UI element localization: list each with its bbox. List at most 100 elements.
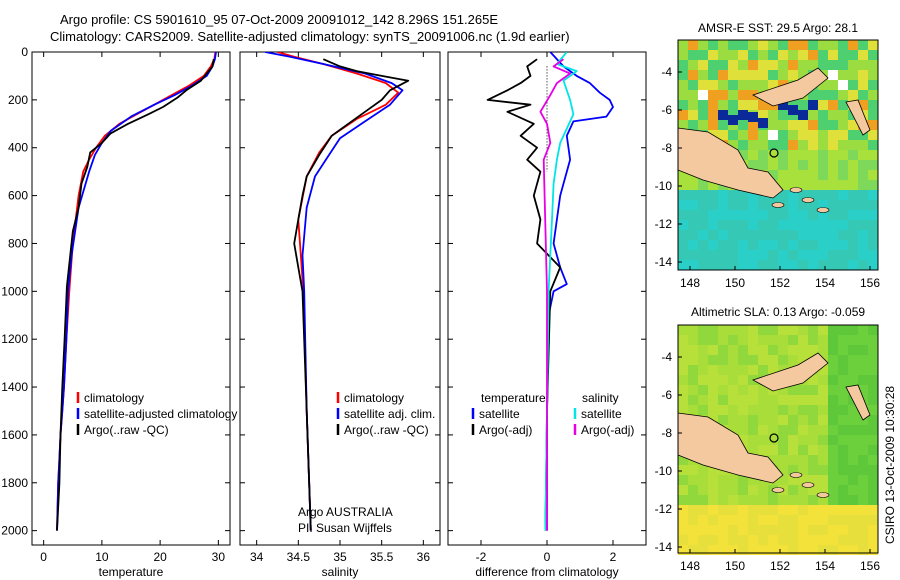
map-grid-cell <box>758 415 768 425</box>
map-grid-cell <box>758 260 768 270</box>
map-grid-cell <box>848 425 858 435</box>
map-y-tick-label: -8 <box>661 426 672 440</box>
map-grid-cell <box>868 170 878 180</box>
figure-title-line-2: Climatology: CARS2009. Satellite-adjuste… <box>50 29 570 44</box>
map-grid-cell <box>868 50 878 60</box>
map-y-tick-label: -6 <box>661 388 672 402</box>
map-grid-cell <box>718 395 728 405</box>
map-grid-cell <box>728 495 738 505</box>
map-grid-cell <box>678 515 688 525</box>
map-grid-cell <box>868 415 878 425</box>
map-grid-cell <box>808 395 818 405</box>
map-grid-cell <box>738 190 748 200</box>
map-grid-cell <box>868 110 878 120</box>
map-grid-cell <box>738 435 748 445</box>
map-grid-cell <box>708 535 718 545</box>
figure-title-line-1: Argo profile: CS 5901610_95 07-Oct-2009 … <box>60 12 499 27</box>
map-grid-cell <box>728 50 738 60</box>
map-grid-cell <box>738 250 748 260</box>
map-grid-cell <box>808 190 818 200</box>
map-grid-cell <box>788 200 798 210</box>
map-grid-cell <box>698 485 708 495</box>
principal-investigator-annotation: PI: Susan Wijffels <box>298 521 392 535</box>
map-grid-cell <box>728 415 738 425</box>
map-grid-cell <box>838 455 848 465</box>
map-grid-cell <box>798 545 808 555</box>
map-grid-cell <box>778 170 788 180</box>
map-grid-cell <box>718 415 728 425</box>
map-grid-cell <box>798 50 808 60</box>
map-grid-cell <box>678 455 688 465</box>
map-grid-cell <box>798 515 808 525</box>
map-grid-cell <box>818 60 828 70</box>
map-grid-cell <box>788 515 798 525</box>
small-island <box>801 482 815 488</box>
map-grid-cell <box>728 385 738 395</box>
map-grid-cell <box>748 60 758 70</box>
map-grid-cell <box>678 365 688 375</box>
map-grid-cell <box>838 505 848 515</box>
map-grid-cell <box>678 475 688 485</box>
map-grid-cell <box>738 80 748 90</box>
map-grid-cell <box>788 505 798 515</box>
map-grid-cell <box>828 160 838 170</box>
map-grid-cell <box>788 495 798 505</box>
map-grid-cell <box>678 485 688 495</box>
map-grid-cell <box>748 485 758 495</box>
map-grid-cell <box>698 495 708 505</box>
map-grid-cell <box>808 335 818 345</box>
map-grid-cell <box>698 220 708 230</box>
map-grid-cell <box>798 535 808 545</box>
map-grid-cell <box>718 250 728 260</box>
map-x-tick-label: 154 <box>815 276 835 290</box>
temperature-legend-item-label: Argo(..raw -QC) <box>84 423 169 437</box>
map-grid-cell <box>678 40 688 50</box>
cold-sst-cell <box>788 105 798 115</box>
map-grid-cell <box>678 190 688 200</box>
map-grid-cell <box>768 445 778 455</box>
map-grid-cell <box>758 445 768 455</box>
map-grid-cell <box>848 515 858 525</box>
map-grid-cell <box>858 365 868 375</box>
map-grid-cell <box>758 80 768 90</box>
map-grid-cell <box>748 100 758 110</box>
map-grid-cell <box>778 355 788 365</box>
map-grid-cell <box>868 130 878 140</box>
map-grid-cell <box>758 240 768 250</box>
map-grid-cell <box>698 515 708 525</box>
map-grid-cell <box>688 395 698 405</box>
map-grid-cell <box>788 475 798 485</box>
map-grid-cell <box>818 365 828 375</box>
map-grid-cell <box>678 395 688 405</box>
map-grid-cell <box>848 485 858 495</box>
small-island <box>816 492 830 498</box>
map-grid-cell <box>808 50 818 60</box>
map-grid-cell <box>788 445 798 455</box>
map-grid-cell <box>718 210 728 220</box>
map-grid-cell <box>738 395 748 405</box>
map-grid-cell <box>828 525 838 535</box>
map-grid-cell <box>728 335 738 345</box>
map-grid-cell <box>808 455 818 465</box>
map-grid-cell <box>858 485 868 495</box>
map-grid-cell <box>828 355 838 365</box>
map-grid-cell <box>718 495 728 505</box>
map-grid-cell <box>798 210 808 220</box>
map-grid-cell <box>858 545 868 555</box>
map-grid-cell <box>688 365 698 375</box>
map-grid-cell <box>848 140 858 150</box>
map-grid-cell <box>858 355 868 365</box>
map-grid-cell <box>708 260 718 270</box>
map-grid-cell <box>858 150 868 160</box>
map-grid-cell <box>708 110 718 120</box>
map-grid-cell <box>798 415 808 425</box>
map-grid-cell <box>808 110 818 120</box>
depth-tick-label: 600 <box>8 189 28 203</box>
map-grid-cell <box>818 40 828 50</box>
map-grid-cell <box>778 250 788 260</box>
map-grid-cell <box>678 405 688 415</box>
map-grid-cell <box>858 345 868 355</box>
map-grid-cell <box>748 250 758 260</box>
map-grid-cell <box>768 160 778 170</box>
map-grid-cell <box>808 90 818 100</box>
